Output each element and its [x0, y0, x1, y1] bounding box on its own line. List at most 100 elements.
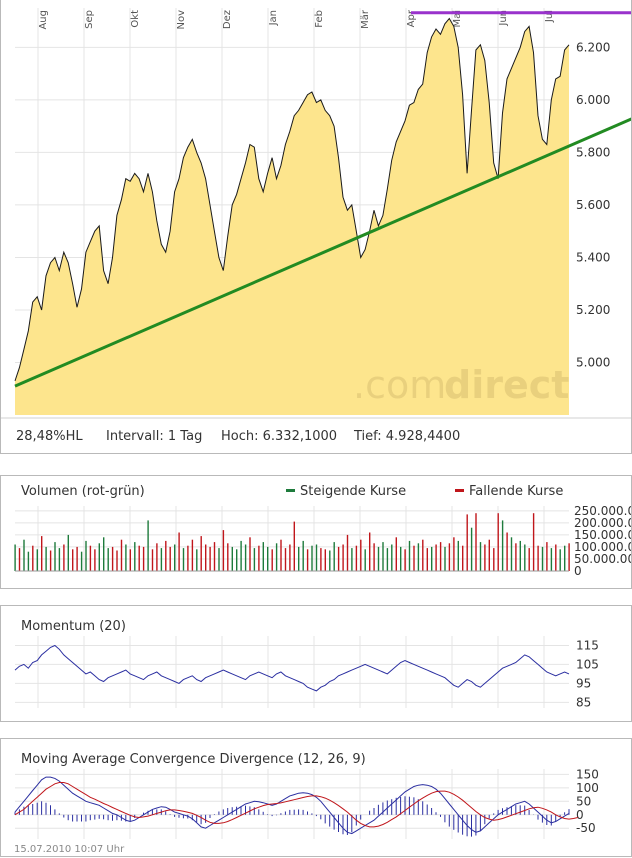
volume-bar: [14, 544, 16, 571]
volume-bar: [94, 549, 96, 571]
momentum-line: [14, 644, 570, 692]
volume-bar: [524, 544, 526, 571]
volume-bar: [80, 551, 83, 571]
momentum-ytick-label: 85: [576, 695, 591, 709]
trendline: [14, 117, 631, 388]
volume-bar: [151, 549, 154, 571]
price-ytick-label: 5.800: [576, 145, 610, 159]
volume-bar: [244, 544, 247, 571]
volume-bar: [439, 542, 442, 571]
macd-ytick-label: 50: [576, 794, 591, 808]
price-chart: 6.200 6.000 5.800 5.600 5.400 5.200 5.000 Aug Se…: [1, 8, 631, 444]
volume-bar: [116, 550, 118, 571]
volume-chart: Volumen (rot-grün) Steigende Kurse Fallend…: [14, 484, 632, 578]
volume-bar: [435, 544, 437, 571]
volume-bar: [564, 545, 566, 571]
volume-bar: [258, 545, 260, 571]
volume-bar: [337, 546, 340, 571]
volume-bar: [391, 544, 393, 571]
volume-bar: [67, 534, 69, 571]
volume-bar: [422, 539, 424, 571]
volume-bar: [532, 513, 535, 571]
volume-bar: [227, 543, 229, 571]
volume-bar: [382, 542, 384, 571]
macd-ytick-label: -50: [576, 821, 596, 835]
volume-bar: [98, 543, 100, 571]
price-month-label: Jun: [498, 10, 509, 27]
volume-bar: [27, 551, 30, 571]
volume-bar: [262, 542, 264, 571]
volume-bar: [431, 546, 433, 571]
stats-low: Tief: 4.928,4400: [353, 429, 460, 444]
volume-bar: [200, 536, 202, 571]
price-month-label: Nov: [176, 10, 187, 30]
volume-bar: [160, 548, 163, 571]
legend-swatch: [455, 489, 464, 492]
price-month-label: Jul: [544, 10, 555, 23]
volume-bar: [267, 546, 269, 571]
volume-bar: [222, 530, 225, 571]
price-ytick-label: 5.400: [576, 250, 610, 264]
volume-bar: [364, 549, 366, 571]
volume-bar: [306, 549, 309, 571]
price-month-label: Apr: [406, 9, 417, 27]
volume-bar: [448, 543, 451, 571]
volume-ytick-label: 50.000.000: [574, 552, 632, 566]
volume-bar: [129, 549, 131, 571]
volume-bar: [506, 532, 508, 571]
volume-bar: [342, 544, 344, 571]
price-ytick-label: 6.200: [576, 40, 610, 54]
volume-bar: [134, 542, 136, 571]
volume-bar: [408, 540, 411, 571]
volume-ytick-label: 250.000.000: [574, 504, 632, 518]
volume-bar: [568, 543, 570, 571]
volume-bar: [209, 546, 211, 571]
macd-title: Moving Average Convergence Divergence (1…: [21, 752, 366, 767]
momentum-ytick-label: 105: [576, 657, 599, 671]
volume-bar: [404, 549, 406, 571]
volume-bar: [76, 546, 78, 571]
volume-bar: [373, 543, 375, 571]
volume-bar: [475, 513, 477, 571]
volume-bar: [218, 548, 220, 571]
volume-bar: [36, 549, 38, 571]
price-month-label: Feb: [314, 10, 325, 28]
macd-chart-panel: Moving Average Convergence Divergence (1…: [0, 738, 632, 857]
momentum-ytick-label: 95: [576, 676, 591, 690]
volume-bar: [142, 546, 145, 571]
macd-line: [14, 776, 570, 835]
stats-interval: Intervall: 1 Tag: [106, 429, 202, 444]
volume-bar: [41, 536, 43, 571]
volume-bar: [293, 521, 295, 571]
volume-ytick-label: 150.000.000: [574, 528, 632, 542]
watermark-com: .com: [353, 363, 446, 407]
volume-ytick-label: 100.000.000: [574, 540, 632, 554]
volume-bar: [213, 542, 216, 571]
volume-bar: [23, 539, 25, 571]
volume-bar: [107, 548, 109, 571]
volume-bar: [501, 520, 504, 571]
price-line: [14, 17, 570, 382]
volume-bar: [479, 542, 482, 571]
volume-bar: [484, 544, 486, 571]
volume-bar: [49, 550, 52, 571]
volume-bar: [103, 537, 105, 571]
price-month-label: Sep: [84, 10, 95, 29]
price-ytick-label: 5.200: [576, 303, 610, 317]
volume-bar: [417, 543, 420, 571]
momentum-ytick-label: 115: [576, 638, 599, 652]
volume-bar: [453, 537, 455, 571]
macd-ytick-label: 150: [576, 767, 599, 781]
volume-chart-panel: Volumen (rot-grün) Steigende Kurse Fallend…: [0, 475, 632, 589]
volume-bar: [120, 539, 123, 571]
legend-label: Fallende Kurse: [469, 484, 563, 499]
volume-bar: [302, 540, 304, 571]
volume-bar: [555, 544, 557, 571]
volume-bar: [165, 540, 167, 571]
volume-bar: [275, 543, 278, 571]
macd-signal-line: [14, 782, 579, 828]
volume-bar: [205, 544, 207, 571]
volume-bar: [311, 545, 313, 571]
volume-bar: [386, 548, 389, 571]
volume-bar: [324, 549, 326, 571]
